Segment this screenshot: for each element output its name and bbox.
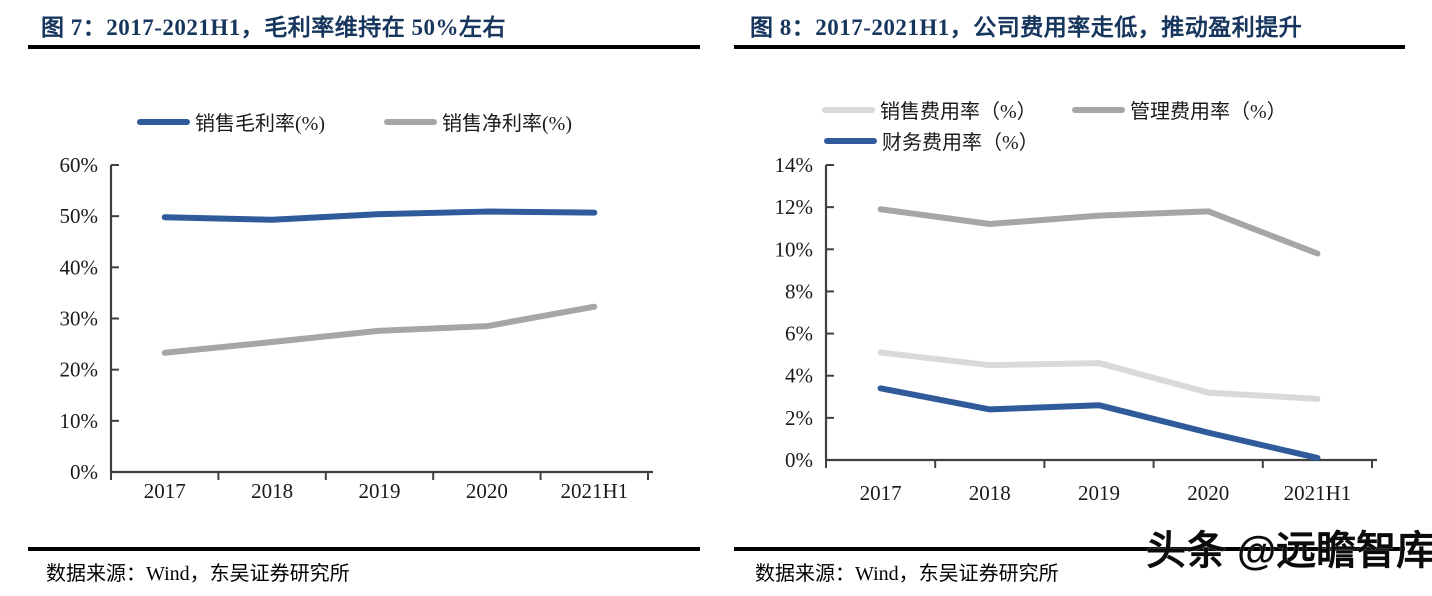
x-axis-tick-label: 2018 [969,481,1011,505]
x-axis-tick-label: 2017 [860,481,902,505]
figure7-title-rule [28,45,700,49]
y-axis-tick-label: 4% [785,364,813,388]
y-axis-tick-label: 10% [60,409,99,433]
figure8-bottom-rule [734,547,1405,551]
x-axis-tick-label: 2019 [359,479,401,503]
y-axis-tick-label: 0% [785,448,813,472]
x-axis-tick-label: 2019 [1078,481,1120,505]
x-axis-tick-label: 2018 [251,479,293,503]
y-axis-tick-label: 30% [60,307,99,331]
legend-label-1: 管理费用率（%） [1130,100,1287,123]
x-axis-tick-label: 2021H1 [560,479,628,503]
toutiao-yuanzhan-watermark: 头条 @远瞻智库 [1146,529,1432,573]
y-axis-tick-label: 6% [785,322,813,346]
legend-label-2: 财务费用率（%） [882,131,1039,154]
series-line-2 [877,385,1321,461]
figure7-data-source: 数据来源：Wind，东吴证券研究所 [46,563,350,585]
legend-label-0: 销售费用率（%） [880,100,1037,123]
series-line-0 [161,208,598,223]
x-axis-tick-label: 2020 [1187,481,1229,505]
figure7-line-chart: 0% 10% 20% 30% 40% 50% 60% 2017 2018 2019 2020 2021… [60,112,653,503]
y-axis-tick-label: 40% [60,255,99,279]
x-axis-tick-label: 2021H1 [1284,481,1352,505]
figure8-title: 图 8：2017-2021H1，公司费用率走低，推动盈利提升 [750,15,1303,40]
y-axis-tick-label: 8% [785,279,813,303]
y-axis-tick-label: 10% [775,237,814,261]
y-axis-tick-label: 0% [70,460,98,484]
x-axis-tick-label: 2020 [466,479,508,503]
legend-label-0: 销售毛利率(%) [195,112,325,135]
y-axis-tick-label: 12% [775,195,814,219]
figure8-line-chart: 0% 2% 4% 6% 8% 10% 12% 14% 2017 2018 2019 2020 2021H… [775,100,1377,505]
x-axis-tick-label: 2017 [144,479,186,503]
y-axis-tick-label: 60% [60,153,99,177]
figure8-title-rule [734,45,1405,49]
legend-label-1: 销售净利率(%) [442,112,572,135]
series-line-0 [877,349,1321,402]
y-axis-tick-label: 14% [775,153,814,177]
series-line-1 [161,303,598,356]
series-line-1 [877,206,1321,257]
figure7-title: 图 7：2017-2021H1，毛利率维持在 50%左右 [41,15,507,40]
figure7-bottom-rule [28,547,700,551]
y-axis-tick-label: 2% [785,406,813,430]
figure8-data-source: 数据来源：Wind，东吴证券研究所 [755,563,1059,585]
y-axis-tick-label: 50% [60,204,99,228]
y-axis-tick-label: 20% [60,358,99,382]
